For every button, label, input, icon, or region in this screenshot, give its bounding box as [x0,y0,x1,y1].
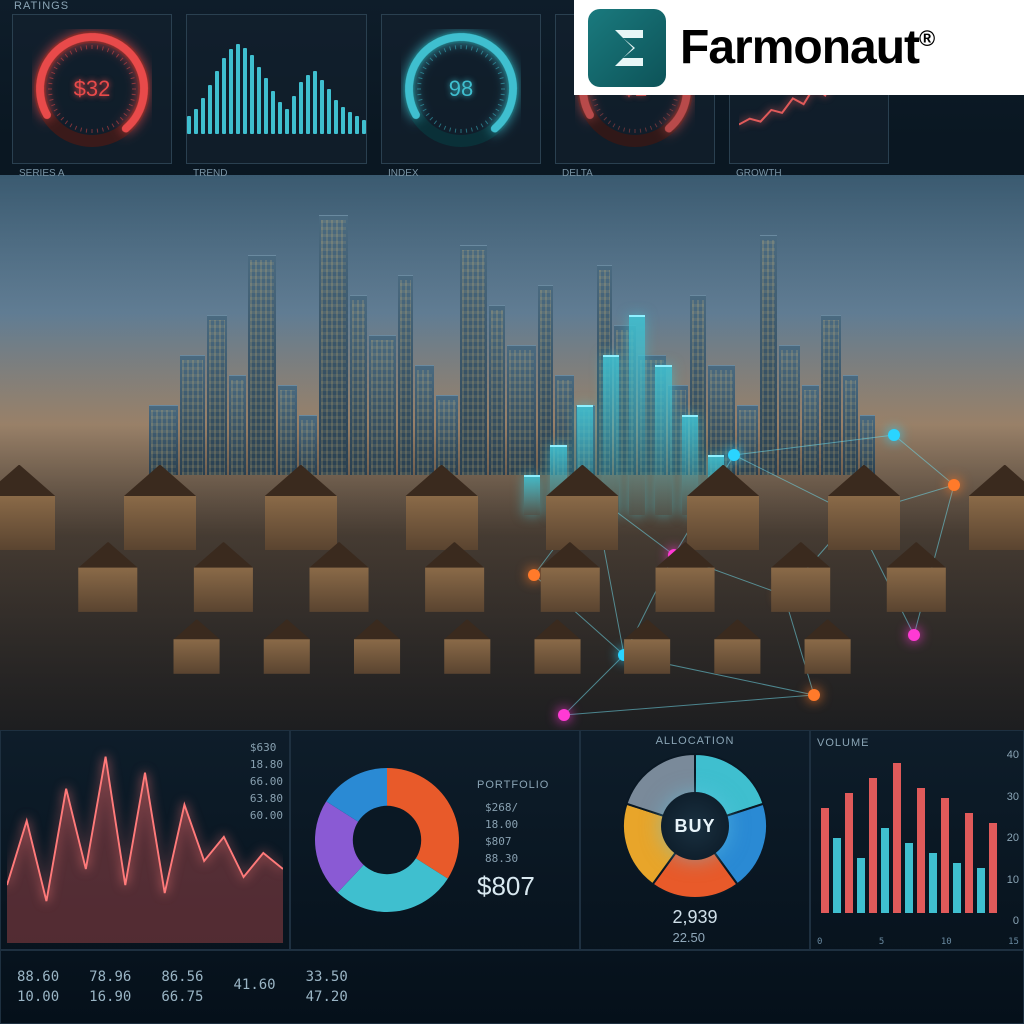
pie-title: ALLOCATION [656,735,735,747]
ticker-cell: 78.9616.90 [89,969,131,1005]
ticker-cell: 88.6010.00 [17,969,59,1005]
ticker-cell: 41.60 [233,977,275,997]
bar-chart-panel: VOLUME 403020100 051015 [810,730,1024,950]
top-card-1: TREND [186,14,367,164]
top-card-2: 98 INDEX [381,14,541,164]
ticker-row: 88.6010.00 78.9616.90 86.5666.75 41.60 33.50… [0,950,1024,1024]
brand-name: Farmonaut® [680,20,934,75]
pie-chart-panel: ALLOCATION BUY 2,939 22.50 [580,730,810,950]
pie-value-big: 2,939 [672,907,717,927]
top-strip-label: RATINGS [14,0,69,12]
buy-button[interactable]: BUY [661,792,729,860]
ticker-cell: 86.5666.75 [161,969,203,1005]
donut-title: PORTFOLIO [477,779,549,791]
brand-logo-badge: Farmonaut® [574,0,1024,95]
donut-chart-panel: PORTFOLIO $268/18.00$80788.30 $807 [290,730,580,950]
area-chart-panel: $63018.8066.0063.8060.00 [0,730,290,950]
pie-value-small: 22.50 [672,930,717,945]
city-scene [0,175,1024,730]
ticker-cell: 33.5047.20 [306,969,348,1005]
bottom-dashboard: $63018.8066.0063.8060.00 PORTFOLIO $268/… [0,730,1024,1024]
donut-big-value: $807 [477,871,549,902]
bar-title: VOLUME [817,737,1017,749]
top-card-0: $32 SERIES A [12,14,172,164]
brand-logo-icon [588,9,666,87]
